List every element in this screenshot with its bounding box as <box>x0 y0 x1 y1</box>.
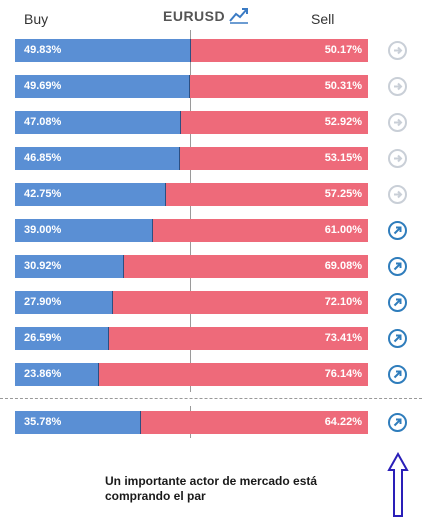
sell-percentage: 53.15% <box>324 152 362 164</box>
sentiment-row: 47.08% 52.92% <box>15 111 368 134</box>
sell-percentage: 50.17% <box>324 44 362 56</box>
sell-percentage: 69.08% <box>324 260 362 272</box>
buy-bar <box>15 147 180 170</box>
sell-bar <box>124 255 368 278</box>
sell-percentage: 76.14% <box>324 368 362 380</box>
sell-bar <box>113 291 368 314</box>
buy-percentage: 49.83% <box>24 44 62 56</box>
up-arrow-annotation <box>387 452 409 517</box>
sell-bar <box>141 411 368 434</box>
signal-up-arrow-icon[interactable] <box>388 221 407 240</box>
sell-bar <box>109 327 368 350</box>
signal-up-arrow-icon[interactable] <box>388 293 407 312</box>
buy-bar <box>15 219 153 242</box>
buy-percentage: 26.59% <box>24 332 62 344</box>
signal-up-arrow-icon[interactable] <box>388 365 407 384</box>
summary-separator <box>0 398 422 399</box>
sell-percentage: 64.22% <box>324 416 362 428</box>
buy-bar <box>15 75 190 98</box>
sell-percentage: 50.31% <box>324 80 362 92</box>
sentiment-row: 27.90% 72.10% <box>15 291 368 314</box>
sell-bar <box>190 75 368 98</box>
buy-percentage: 30.92% <box>24 260 62 272</box>
sell-percentage: 72.10% <box>324 296 362 308</box>
sentiment-row: 49.69% 50.31% <box>15 75 368 98</box>
buy-percentage: 46.85% <box>24 152 62 164</box>
sentiment-row: 42.75% 57.25% <box>15 183 368 206</box>
buy-bar <box>15 291 113 314</box>
buy-percentage: 47.08% <box>24 116 62 128</box>
buy-percentage: 27.90% <box>24 296 62 308</box>
sell-bar <box>180 147 368 170</box>
signal-neutral-arrow-icon[interactable] <box>388 77 407 96</box>
sell-percentage: 52.92% <box>324 116 362 128</box>
summary-row: 35.78% 64.22% <box>15 411 368 434</box>
sell-bar <box>99 363 368 386</box>
sell-percentage: 73.41% <box>324 332 362 344</box>
sell-bar <box>191 39 368 62</box>
buy-percentage: 35.78% <box>24 416 62 428</box>
buy-bar <box>15 183 166 206</box>
fifty-percent-line <box>190 30 191 392</box>
sentiment-row: 46.85% 53.15% <box>15 147 368 170</box>
buy-bar <box>15 111 181 134</box>
buy-bar <box>15 411 141 434</box>
sell-bar <box>181 111 368 134</box>
buy-bar <box>15 363 99 386</box>
sell-column-header: Sell <box>311 11 335 27</box>
sell-percentage: 57.25% <box>324 188 362 200</box>
annotation-note: Un importante actor de mercado está comp… <box>105 474 318 503</box>
sentiment-row: 30.92% 69.08% <box>15 255 368 278</box>
signal-neutral-arrow-icon[interactable] <box>388 185 407 204</box>
sentiment-row: 23.86% 76.14% <box>15 363 368 386</box>
signal-neutral-arrow-icon[interactable] <box>388 149 407 168</box>
buy-bar <box>15 255 124 278</box>
signal-up-arrow-icon[interactable] <box>388 329 407 348</box>
signal-neutral-arrow-icon[interactable] <box>388 41 407 60</box>
sell-percentage: 61.00% <box>324 224 362 236</box>
buy-percentage: 42.75% <box>24 188 62 200</box>
signal-neutral-arrow-icon[interactable] <box>388 113 407 132</box>
currency-pair-title: EURUSD <box>163 8 226 24</box>
sentiment-row: 39.00% 61.00% <box>15 219 368 242</box>
buy-percentage: 39.00% <box>24 224 62 236</box>
sentiment-row: 49.83% 50.17% <box>15 39 368 62</box>
buy-bar <box>15 327 109 350</box>
sell-bar <box>153 219 368 242</box>
buy-percentage: 49.69% <box>24 80 62 92</box>
sentiment-row: 26.59% 73.41% <box>15 327 368 350</box>
buy-bar <box>15 39 191 62</box>
buy-column-header: Buy <box>24 11 49 27</box>
trend-chart-icon[interactable] <box>229 6 249 24</box>
buy-percentage: 23.86% <box>24 368 62 380</box>
sell-bar <box>166 183 368 206</box>
signal-up-arrow-icon[interactable] <box>388 257 407 276</box>
signal-up-arrow-icon[interactable] <box>388 413 407 432</box>
